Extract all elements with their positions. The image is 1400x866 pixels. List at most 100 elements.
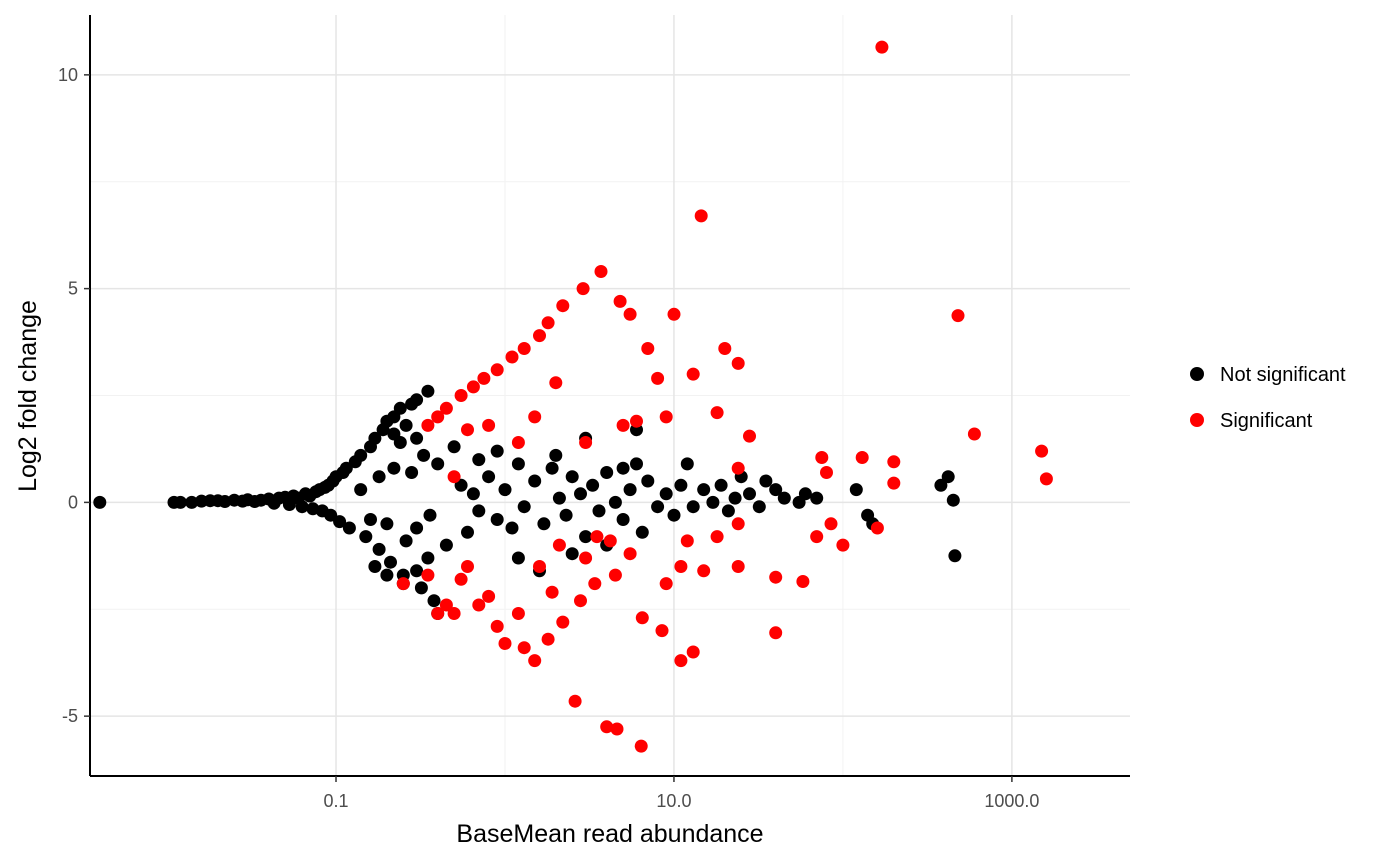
data-point bbox=[482, 589, 496, 603]
data-point bbox=[659, 410, 673, 424]
data-point bbox=[545, 585, 559, 599]
data-point bbox=[565, 547, 579, 561]
data-point bbox=[472, 453, 486, 467]
data-point bbox=[505, 521, 519, 535]
data-point bbox=[372, 470, 386, 484]
axis-ticks: 0.1 10.0 1000.0 -5 0 5 10 bbox=[58, 65, 1039, 811]
data-point bbox=[941, 470, 955, 484]
data-point bbox=[588, 577, 602, 591]
data-point bbox=[549, 448, 563, 462]
data-point bbox=[556, 299, 570, 313]
data-point bbox=[641, 342, 655, 355]
data-point bbox=[528, 654, 542, 668]
data-point bbox=[552, 538, 566, 552]
data-point bbox=[1039, 472, 1053, 486]
data-point bbox=[680, 534, 694, 548]
x-tick-label: 1000.0 bbox=[984, 791, 1039, 811]
data-point bbox=[849, 483, 863, 497]
y-tick-label: 10 bbox=[58, 65, 78, 85]
data-point bbox=[731, 560, 745, 573]
data-point bbox=[533, 560, 546, 573]
data-point bbox=[342, 521, 356, 535]
data-point bbox=[541, 632, 555, 646]
data-point bbox=[579, 551, 593, 565]
data-point bbox=[887, 476, 901, 490]
data-point bbox=[769, 483, 783, 497]
data-point bbox=[533, 329, 546, 343]
x-tick-label: 10.0 bbox=[656, 791, 691, 811]
data-point bbox=[875, 40, 889, 54]
data-point bbox=[752, 500, 766, 514]
data-point bbox=[295, 500, 309, 514]
data-point bbox=[559, 508, 573, 522]
data-point bbox=[410, 393, 424, 407]
data-point bbox=[482, 470, 496, 484]
data-point bbox=[613, 294, 627, 308]
legend-key bbox=[1190, 367, 1204, 381]
data-point bbox=[616, 461, 630, 475]
data-point bbox=[796, 575, 810, 588]
data-point bbox=[396, 577, 410, 591]
data-point bbox=[651, 500, 665, 514]
data-point bbox=[399, 418, 413, 432]
data-point bbox=[616, 418, 630, 432]
data-point bbox=[537, 517, 551, 531]
data-point bbox=[511, 436, 525, 449]
data-point bbox=[810, 530, 824, 544]
data-point bbox=[384, 555, 397, 569]
data-point bbox=[421, 418, 435, 432]
data-point bbox=[674, 654, 688, 668]
data-point bbox=[447, 607, 461, 620]
data-point bbox=[579, 436, 593, 449]
data-point bbox=[511, 607, 525, 620]
data-point bbox=[855, 451, 869, 464]
data-point bbox=[498, 637, 512, 650]
data-point bbox=[600, 720, 614, 734]
data-point bbox=[721, 504, 735, 518]
data-point bbox=[820, 466, 833, 479]
data-point bbox=[399, 534, 413, 548]
data-point bbox=[405, 466, 419, 479]
data-point bbox=[836, 538, 850, 552]
data-points bbox=[93, 40, 1053, 753]
data-point bbox=[368, 560, 382, 573]
data-point bbox=[731, 461, 745, 475]
data-point bbox=[466, 487, 480, 501]
data-point bbox=[623, 483, 637, 497]
data-point bbox=[421, 384, 435, 398]
data-point bbox=[393, 401, 407, 415]
data-point bbox=[887, 455, 901, 469]
data-point bbox=[454, 389, 468, 402]
data-point bbox=[93, 495, 107, 509]
data-point bbox=[545, 461, 559, 475]
data-point bbox=[431, 410, 445, 424]
data-point bbox=[364, 513, 377, 526]
data-point bbox=[490, 513, 504, 526]
data-point bbox=[421, 551, 435, 565]
data-point bbox=[431, 457, 445, 471]
data-point bbox=[431, 607, 445, 620]
data-point bbox=[714, 478, 728, 492]
data-point bbox=[185, 495, 199, 509]
data-point bbox=[798, 487, 812, 501]
data-point bbox=[482, 418, 496, 432]
data-point bbox=[946, 493, 960, 507]
data-point bbox=[667, 508, 681, 522]
data-point bbox=[579, 530, 593, 544]
data-point bbox=[651, 371, 665, 385]
data-point bbox=[769, 626, 783, 640]
data-point bbox=[387, 427, 401, 441]
legend-label: Not significant bbox=[1220, 364, 1346, 386]
data-point bbox=[368, 431, 382, 445]
data-point bbox=[517, 500, 531, 514]
data-point bbox=[410, 521, 424, 535]
data-point bbox=[810, 491, 824, 505]
data-point bbox=[731, 356, 745, 370]
data-point bbox=[472, 598, 486, 612]
data-point bbox=[414, 581, 428, 595]
data-point bbox=[439, 538, 453, 552]
data-point bbox=[635, 611, 649, 625]
data-point bbox=[680, 457, 694, 471]
series-significant bbox=[396, 40, 1053, 753]
